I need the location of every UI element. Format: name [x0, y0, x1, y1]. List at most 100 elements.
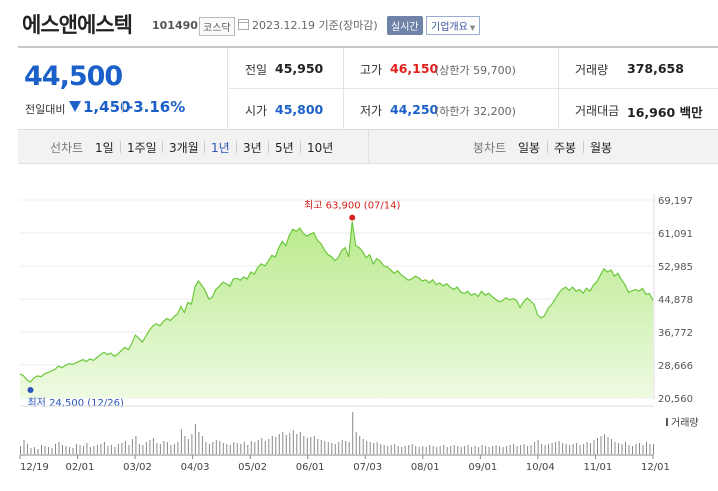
tab-1w[interactable]: 1주일 [127, 141, 157, 155]
volume-bar [541, 444, 543, 454]
volume-bar [534, 442, 536, 454]
company-overview-button[interactable]: 기업개요 ▼ [426, 16, 481, 35]
volume-bar [180, 429, 182, 454]
volume-bar [509, 445, 511, 454]
prev-close-label: 전일 [245, 63, 268, 77]
high-annotation: 최고 63,900 (07/14) [304, 200, 400, 212]
upper-limit: (상한가 59,700) [435, 64, 516, 77]
volume-bar [299, 432, 301, 454]
y-tick-label: 52,985 [658, 262, 693, 273]
volume-bar [334, 444, 336, 454]
volume-bar [219, 441, 221, 454]
x-tick-label: 05/02 [238, 462, 267, 473]
volume-bar [387, 446, 389, 454]
volume-bar [285, 435, 287, 454]
volume-bar [464, 446, 466, 454]
tab-1d[interactable]: 1일 [95, 141, 114, 155]
volume-bar [625, 442, 626, 454]
prev-close-cell: 전일 45,950 [229, 48, 344, 89]
volume-bar [135, 436, 137, 454]
x-tick-label: 09/01 [468, 462, 497, 473]
divider [268, 141, 269, 153]
volume-bar [369, 442, 371, 454]
tab-weekly[interactable]: 주봉 [554, 141, 577, 155]
x-tick-label: 12/01 [641, 462, 670, 473]
high-cell: 고가 46,150 (상한가 59,700) [344, 48, 559, 89]
volume-bar [275, 437, 277, 454]
volume-bar [513, 444, 515, 454]
volume-bar [72, 448, 74, 454]
volume-bar [271, 436, 273, 454]
x-tick-label: 11/01 [583, 462, 612, 473]
stock-name: 에스앤에스텍 [22, 13, 133, 37]
down-triangle-icon [69, 101, 81, 112]
volume-bar [296, 434, 298, 454]
volume-bar [478, 447, 480, 454]
volume-bar [380, 444, 382, 454]
x-tick-label: 04/03 [181, 462, 210, 473]
tab-monthly[interactable]: 월봉 [590, 141, 613, 155]
realtime-button[interactable]: 실시간 [387, 16, 423, 35]
low-marker [27, 386, 34, 393]
trade-amount-cell: 거래대금 16,960 백만 [559, 89, 718, 130]
volume-bar [27, 444, 28, 454]
volume-bar [149, 440, 151, 454]
tab-5y[interactable]: 5년 [275, 141, 294, 155]
volume-bar [348, 442, 350, 454]
tab-3y[interactable]: 3년 [243, 141, 262, 155]
price-area [20, 221, 653, 398]
volume-bar [443, 445, 445, 454]
tab-1y[interactable]: 1년 [211, 141, 230, 155]
volume-bar [562, 443, 564, 454]
volume-bar [565, 444, 567, 454]
volume-bar [436, 447, 438, 454]
volume-bar [327, 442, 329, 454]
volume-bar [415, 446, 417, 454]
volume-bar [457, 446, 459, 454]
volume-bar [439, 446, 441, 454]
volume-value: 378,658 [627, 61, 684, 76]
volume-bar [537, 440, 539, 454]
volume-bar [569, 445, 571, 454]
summary-row-2: 시가 45,800 저가 44,250 (하한가 32,200) 거래대금 16… [229, 89, 718, 130]
volume-bar [48, 447, 49, 454]
volume-bar [359, 436, 361, 454]
volume-bar [583, 444, 585, 454]
tab-10y[interactable]: 10년 [307, 141, 334, 155]
volume-bar [79, 445, 81, 454]
y-tick-label: 20,560 [658, 394, 693, 405]
y-tick-label: 44,878 [658, 295, 693, 306]
volume-bar [383, 445, 385, 454]
volume-bar [100, 444, 102, 454]
low-value: 44,250 [390, 102, 439, 117]
volume-bar [44, 446, 46, 454]
y-tick-label: 69,197 [658, 196, 693, 207]
volume-bar [390, 445, 392, 454]
x-tick-label: 08/01 [411, 462, 440, 473]
volume-bar [411, 444, 413, 454]
volume-bar [471, 447, 473, 454]
tab-3m[interactable]: 3개월 [169, 141, 199, 155]
volume-cell: 거래량 378,658 [559, 48, 718, 89]
volume-bar [338, 442, 340, 454]
volume-bar [460, 447, 462, 454]
volume-bar [177, 442, 179, 454]
volume-bar [20, 446, 21, 454]
volume-bar [121, 443, 123, 454]
volume-bar [152, 438, 154, 454]
volume-bar [257, 440, 259, 454]
volume-bar [520, 445, 522, 454]
volume-bar [166, 442, 168, 454]
change-label: 전일대비 [25, 103, 66, 116]
volume-bar [362, 439, 364, 454]
tab-daily[interactable]: 일봉 [518, 141, 541, 155]
low-annotation: 최저 24,500 (12/26) [27, 397, 123, 409]
price-chart[interactable]: 69,197 61,091 52,985 44,878 36,772 28,666 20,5… [0, 164, 718, 491]
candle-chart-label: 봉차트 [473, 141, 507, 155]
volume-bar [345, 441, 347, 454]
price-summary: 44,500 전일대비 1,450 -3.16% 전일 45,950 고가 46… [18, 46, 718, 130]
volume-bar [229, 445, 231, 454]
volume-bar [548, 444, 550, 454]
volume-bar [516, 446, 518, 454]
x-tick-label: 06/01 [296, 462, 325, 473]
